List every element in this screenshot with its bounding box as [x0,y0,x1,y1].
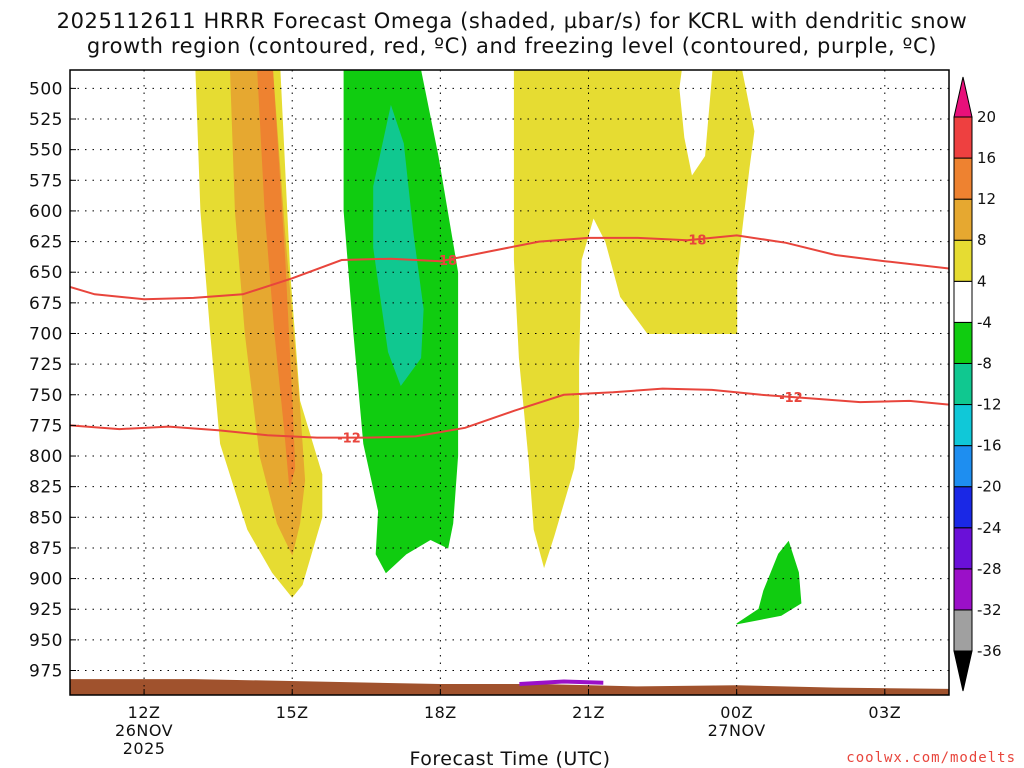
y-tick-label-650: 650 [29,263,63,283]
dgz-contour--18 [70,234,949,301]
x-tick-label-03Z: 03Z [868,703,901,722]
colorbar-label--20: -20 [977,478,1002,496]
chart-title-line2: growth region (contoured, red, ºC) and f… [86,34,938,58]
omega-region-5 [513,70,755,569]
terrain-surface [70,679,949,695]
x-tick-year: 2025 [123,739,166,758]
colorbar-label-20: 20 [977,108,996,126]
dgz-contour--12 [70,387,949,439]
y-tick-label-800: 800 [29,447,63,467]
colorbar-segment--32 [953,568,973,611]
colorbar-segment-16 [953,116,973,159]
colorbar-segment--8 [953,321,973,364]
colorbar-segment--36 [953,609,973,652]
x-tick-label-21Z: 21Z [572,703,605,722]
colorbar-label-16: 16 [977,149,996,167]
colorbar-label--32: -32 [977,601,1002,619]
x-tick-date: 27NOV [708,721,766,740]
y-tick-label-850: 850 [29,508,63,528]
contour-label--12: -12 [337,432,361,447]
colorbar-label-4: 4 [977,272,987,290]
y-tick-label-525: 525 [29,110,63,130]
colorbar-segment--20 [953,445,973,488]
contour-label--12: -12 [779,391,803,406]
x-axis-label: Forecast Time (UTC) [410,748,611,768]
omega-region-2 [257,70,296,487]
colorbar-label--24: -24 [977,519,1002,537]
y-tick-label-575: 575 [29,171,63,191]
freezing-level-contour-0 [519,679,604,686]
y-tick-label-825: 825 [29,478,63,498]
omega-region-4 [373,104,424,387]
colorbar-segment--12 [953,362,973,406]
colorbar-segment--24 [953,486,973,529]
colorbar-label--8: -8 [977,354,992,372]
colorbar-segment-4 [953,239,973,282]
x-tick-label-15Z: 15Z [276,703,309,722]
x-tick-label-12Z: 12Z [128,703,161,722]
y-tick-label-600: 600 [29,202,63,222]
plot-area: -18 -18 -12 -12 [69,69,950,696]
y-tick-label-675: 675 [29,294,63,314]
colorbar-label--4: -4 [977,313,992,331]
colorbar-label--28: -28 [977,560,1002,578]
y-tick-label-550: 550 [29,141,63,161]
y-tick-label-875: 875 [29,539,63,559]
y-tick-label-925: 925 [29,600,63,620]
x-tick-label-18Z: 18Z [424,703,457,722]
credit-link[interactable]: coolwx.com/modelts [846,750,1016,766]
y-tick-label-975: 975 [29,661,63,681]
colorbar-segment-12 [953,157,973,200]
contour-label--18: -18 [683,234,707,249]
y-tick-label-725: 725 [29,355,63,375]
y-tick-label-700: 700 [29,324,63,344]
omega-region-7 [736,540,802,625]
colorbar-label--12: -12 [977,396,1002,414]
colorbar-segment--4 [953,280,973,323]
colorbar-label-8: 8 [977,231,987,249]
x-tick-label-00Z: 00Z [720,703,753,722]
y-tick-label-750: 750 [29,386,63,406]
colorbar-over-triangle [953,76,973,118]
y-tick-label-500: 500 [29,79,63,99]
colorbar-label--16: -16 [977,437,1002,455]
colorbar-label--36: -36 [977,642,1002,660]
plot-frame [69,69,950,696]
colorbar-label-12: 12 [977,190,996,208]
y-tick-label-775: 775 [29,416,63,436]
omega-region-6 [679,70,713,176]
chart-title-line1: 2025112611 HRRR Forecast Omega (shaded, … [56,9,968,33]
colorbar-segment--16 [953,404,973,447]
y-tick-label-625: 625 [29,233,63,253]
y-tick-label-950: 950 [29,631,63,651]
colorbar-segment--28 [953,527,973,570]
colorbar-segment-8 [953,198,973,241]
y-tick-label-900: 900 [29,570,63,590]
contour-label--18: -18 [434,254,458,269]
x-tick-date: 26NOV [115,721,173,740]
colorbar-under-triangle [953,650,973,692]
